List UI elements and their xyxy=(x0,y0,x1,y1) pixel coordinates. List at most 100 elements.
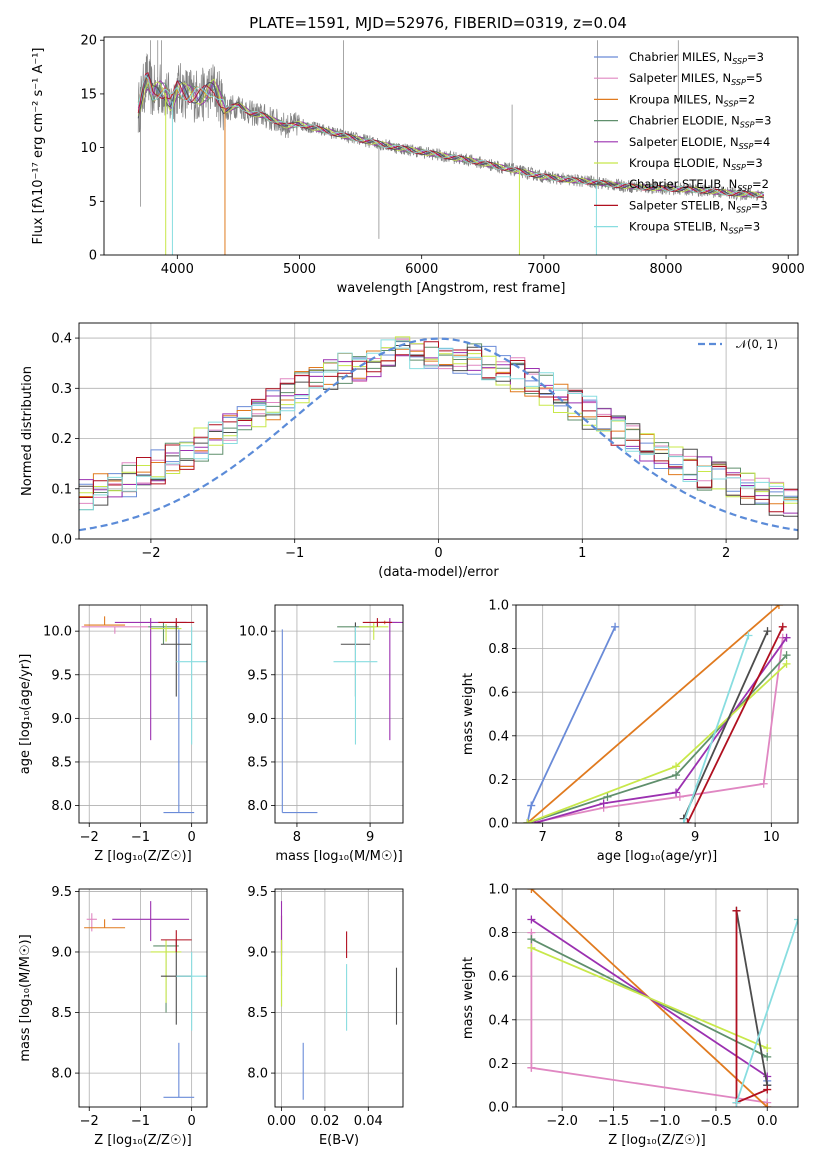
x-axis-label: age [log₁₀(age/yr)] xyxy=(597,849,718,864)
x-axis-label: Z [log₁₀(Z/Z☉)] xyxy=(608,1133,705,1148)
legend-subscript: SSP xyxy=(739,142,754,151)
axes-mass-vs-Z: −2 −1 0 8.0 8.5 9.0 9.5 Z [log₁₀(Z/Z☉)] mass [lo… xyxy=(18,885,208,1148)
series-4 xyxy=(531,633,791,823)
legend-entry: Chabrier STELIB, NSSP=2 xyxy=(629,177,769,193)
y-tick-label: 20 xyxy=(80,34,97,49)
x-tick-label: −1 xyxy=(131,830,150,845)
series-5 xyxy=(523,659,791,823)
weight-line xyxy=(682,630,769,819)
y-tick-label: 9.5 xyxy=(247,668,268,683)
legend-value: =4 xyxy=(753,135,770,149)
axes-mass-vs-EBV: 0.00 0.02 0.04 8.0 8.5 9.0 9.5 E(B-V) xyxy=(247,885,404,1148)
legend-subscript: SSP xyxy=(740,121,755,130)
spectrum-lines xyxy=(137,40,765,255)
plot-frame xyxy=(78,322,799,540)
errorbar-4 xyxy=(112,901,190,942)
errorbar-1 xyxy=(86,913,97,932)
model-fit-8 xyxy=(137,74,764,198)
x-tick-label: 8 xyxy=(615,830,623,845)
weight-marker xyxy=(679,819,688,823)
y-tick-label: 9.0 xyxy=(247,945,268,960)
legend-subscript: SSP xyxy=(732,57,747,66)
y-tick-label: 9.0 xyxy=(247,712,268,727)
weight-line xyxy=(527,663,788,823)
errorbar-1 xyxy=(81,626,149,634)
weight-line xyxy=(686,626,784,823)
y-tick-label: 0.3 xyxy=(51,382,72,397)
x-tick-label: 1 xyxy=(578,546,586,561)
weight-marker xyxy=(611,622,620,631)
plot-frame xyxy=(515,604,799,824)
weight-marker xyxy=(523,819,532,823)
y-axis-label: mass [log₁₀(M/M☉)] xyxy=(18,934,33,1061)
x-tick-label: −2 xyxy=(141,546,160,561)
series-7 xyxy=(683,622,787,823)
weight-marker xyxy=(759,779,768,788)
x-tick-label: 4000 xyxy=(161,262,194,277)
y-axis-label: mass weight xyxy=(461,673,476,755)
errorbar-5 xyxy=(359,622,389,640)
legend-value: =3 xyxy=(755,114,772,128)
legend-subscript: SSP xyxy=(731,78,746,87)
legend-value: =3 xyxy=(747,50,764,64)
errorbar-2 xyxy=(84,919,126,929)
weight-line xyxy=(735,919,798,1103)
residual-histogram-7 xyxy=(79,341,798,513)
plot-frame xyxy=(78,888,208,1108)
weight-line xyxy=(526,626,616,823)
x-tick-label: 8000 xyxy=(649,262,682,277)
y-tick-label: 0.4 xyxy=(488,1013,509,1028)
weight-marker xyxy=(527,935,536,944)
x-tick-label: 0 xyxy=(434,546,442,561)
weight-marker xyxy=(683,819,692,823)
legend-subscript: SSP xyxy=(724,99,739,108)
x-axis-label: E(B-V) xyxy=(319,1133,359,1148)
weight-line xyxy=(682,635,750,823)
x-tick-label: 8 xyxy=(293,830,301,845)
x-tick-label: 0 xyxy=(187,1114,195,1129)
y-tick-label: 0.8 xyxy=(488,926,509,941)
errorbar-7 xyxy=(160,930,192,952)
weight-marker xyxy=(763,627,772,636)
y-tick-label: 8.0 xyxy=(247,1067,268,1082)
y-tick-label: 10.0 xyxy=(43,625,72,640)
y-tick-label: 10.0 xyxy=(239,625,268,640)
x-tick-label: 10 xyxy=(763,830,780,845)
legend-subscript: SSP xyxy=(737,184,752,193)
errorbar-2 xyxy=(84,616,126,626)
y-tick-label: 0.1 xyxy=(51,482,72,497)
legend-model-name: Kroupa STELIB, N xyxy=(629,220,729,234)
legend-entry: Salpeter MILES, NSSP=5 xyxy=(629,71,763,87)
y-tick-label: 9.5 xyxy=(51,668,72,683)
weight-marker xyxy=(732,1098,741,1107)
series-8 xyxy=(732,915,798,1107)
model-fit-6 xyxy=(137,73,764,198)
mass-weight-lines xyxy=(527,889,798,1107)
y-tick-label: 1.0 xyxy=(488,599,509,614)
legend-model-name: Salpeter ELODIE, N xyxy=(629,135,739,149)
errorbar-0 xyxy=(163,1042,195,1098)
plot-frame xyxy=(103,36,799,256)
weight-marker xyxy=(672,762,681,771)
axes-residuals: −2 −1 0 1 2 0.0 0.1 0.2 0.3 0.4 (data-model)/error… xyxy=(20,322,799,580)
legend-subscript: SSP xyxy=(731,163,746,172)
weight-line xyxy=(527,654,788,823)
y-axis-label: Flux [fλ10⁻¹⁷ erg cm⁻² s⁻¹ A⁻¹] xyxy=(31,48,46,245)
x-axis-label: (data-model)/error xyxy=(378,565,499,580)
plots: 4000 5000 6000 7000 8000 900005101520waveleng… xyxy=(18,34,805,1148)
plot-frame xyxy=(515,888,799,1108)
x-tick-label: −2 xyxy=(80,1114,99,1129)
legend-entry: Salpeter ELODIE, NSSP=4 xyxy=(629,135,770,151)
y-tick-label: 5 xyxy=(89,195,97,210)
model-fit-7 xyxy=(137,72,764,198)
errorbar-6 xyxy=(160,622,192,697)
errorbar-7 xyxy=(158,618,195,627)
y-tick-label: 10 xyxy=(80,141,97,156)
series-6 xyxy=(679,627,772,823)
legend-value: =2 xyxy=(738,92,755,106)
plot-frame xyxy=(78,604,208,824)
weight-marker xyxy=(527,1063,536,1072)
legend-model-name: Kroupa ELODIE, N xyxy=(629,156,731,170)
x-tick-label: 5000 xyxy=(283,262,316,277)
